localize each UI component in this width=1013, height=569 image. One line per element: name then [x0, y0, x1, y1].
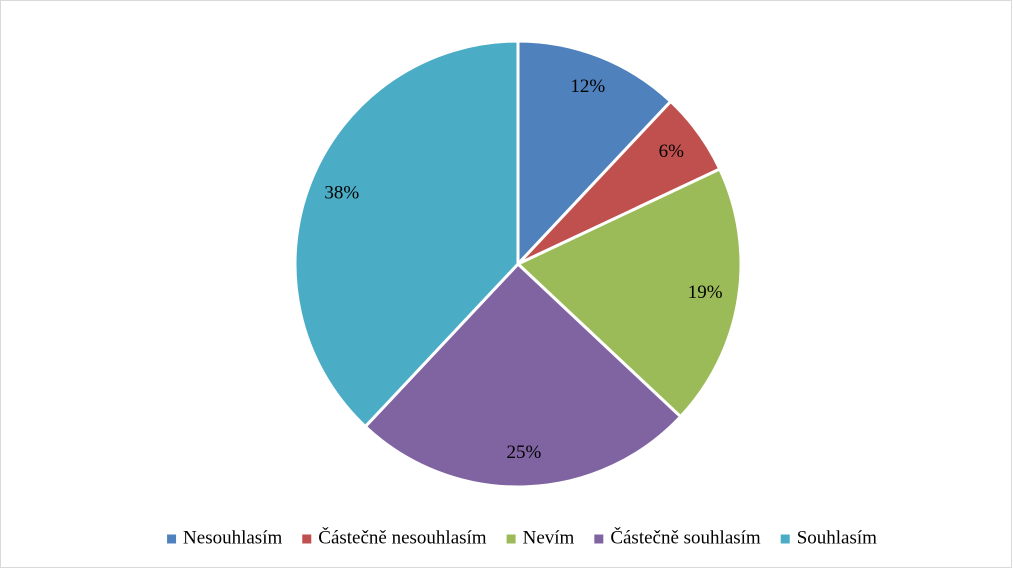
- legend-label: Částečně nesouhlasím: [318, 526, 487, 548]
- data-label: 38%: [324, 183, 359, 204]
- pie-slice: [363, 261, 683, 489]
- legend-swatch: [302, 534, 312, 544]
- data-label: 25%: [507, 442, 542, 463]
- legend-label: Souhlasím: [797, 527, 877, 548]
- legend-label: Částečně souhlasím: [610, 526, 761, 548]
- pie-slice: [516, 39, 673, 268]
- legend-swatch: [594, 534, 604, 544]
- legend-swatch: [167, 534, 177, 544]
- data-label: 19%: [688, 282, 723, 303]
- data-label: 6%: [659, 141, 685, 162]
- data-label: 12%: [570, 76, 605, 97]
- legend-label: Nesouhlasím: [183, 527, 282, 548]
- legend-label: Nevím: [523, 527, 575, 548]
- legend-swatch: [506, 534, 516, 544]
- legend-swatch: [780, 534, 790, 544]
- pie-slice: [515, 167, 743, 419]
- pie-slice: [293, 39, 520, 429]
